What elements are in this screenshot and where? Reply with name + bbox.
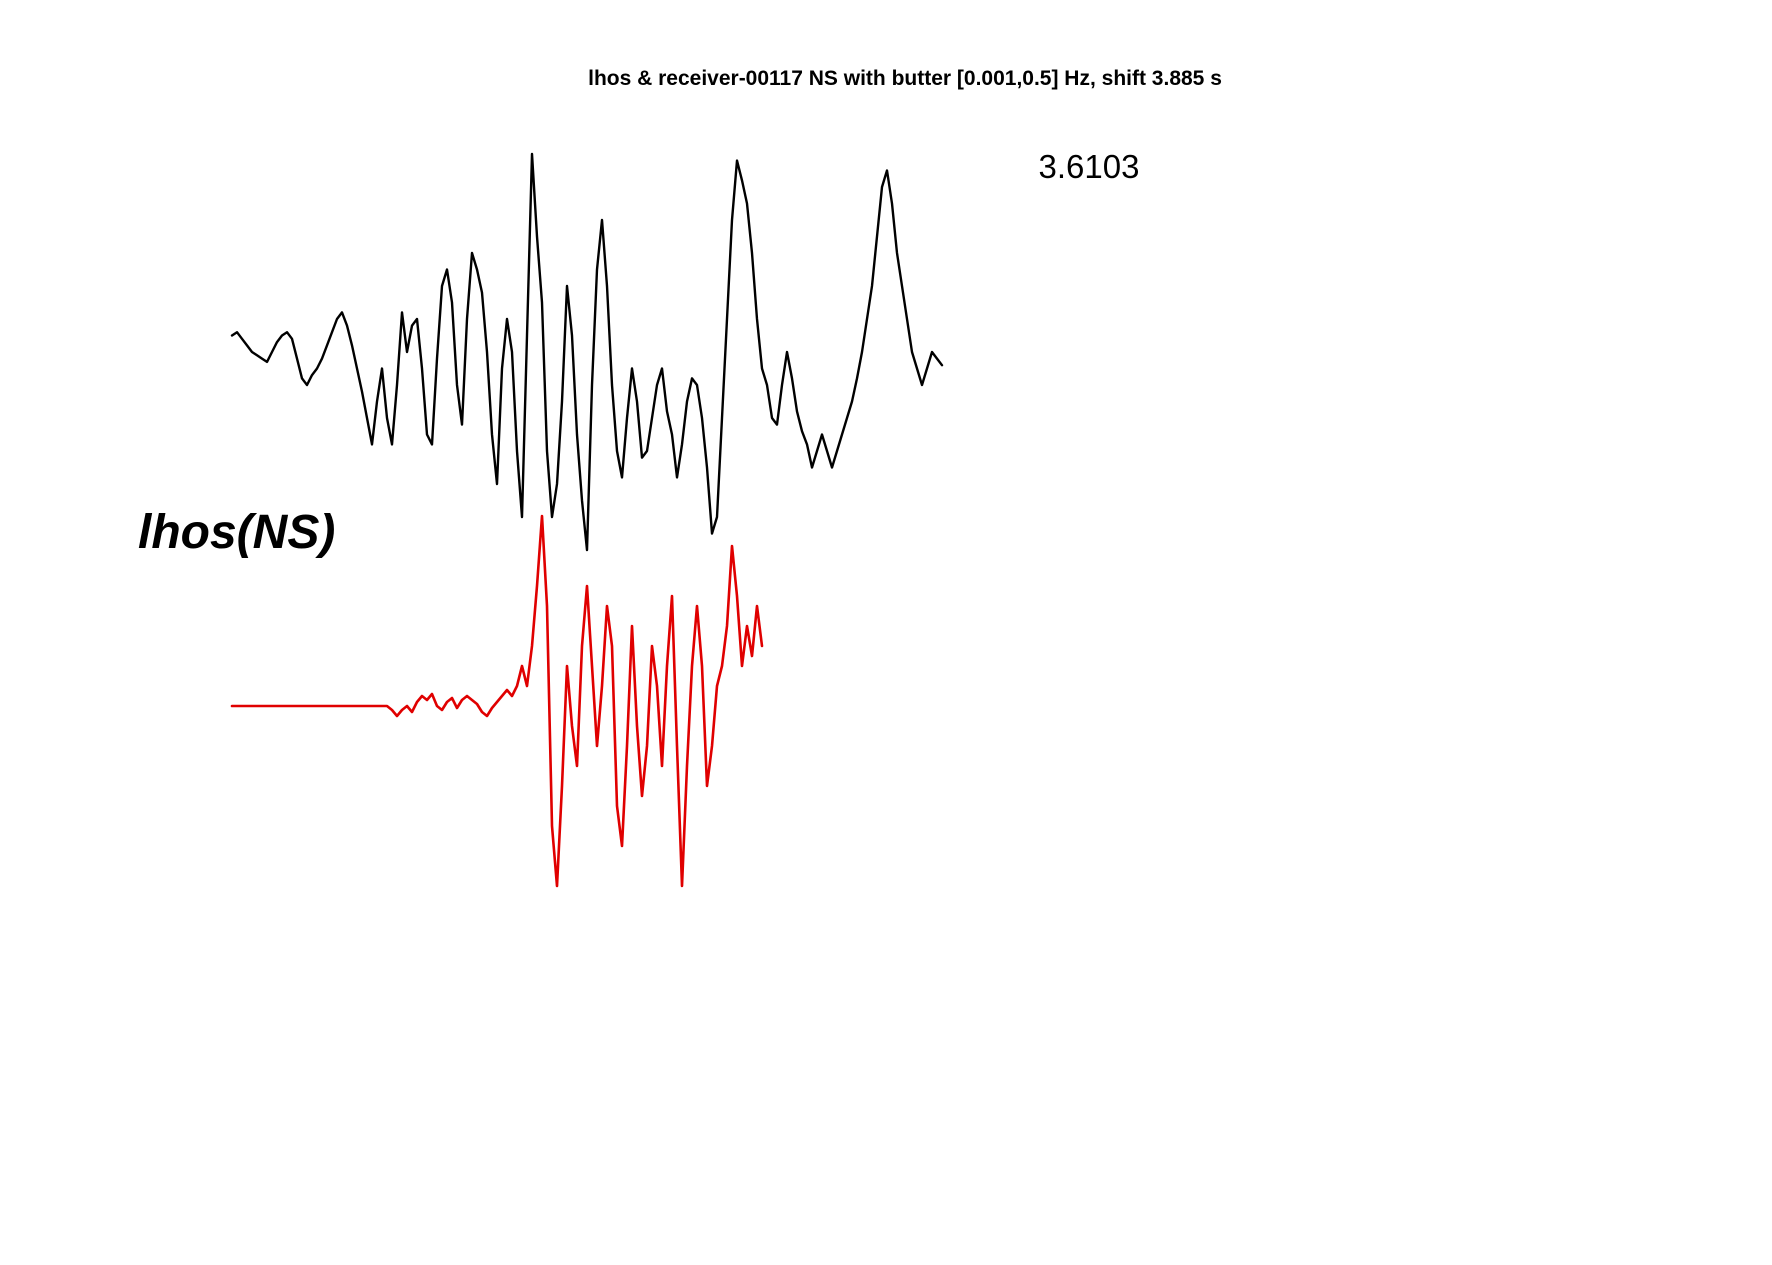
trace-lhos bbox=[230, 514, 764, 888]
trace-receiver bbox=[230, 152, 944, 552]
figure-title: lhos & receiver-00117 NS with butter [0.… bbox=[588, 67, 1222, 90]
station-label: lhos(NS) bbox=[138, 506, 335, 559]
correlation-value: 3.6103 bbox=[1039, 148, 1140, 185]
traces-group bbox=[230, 152, 944, 888]
